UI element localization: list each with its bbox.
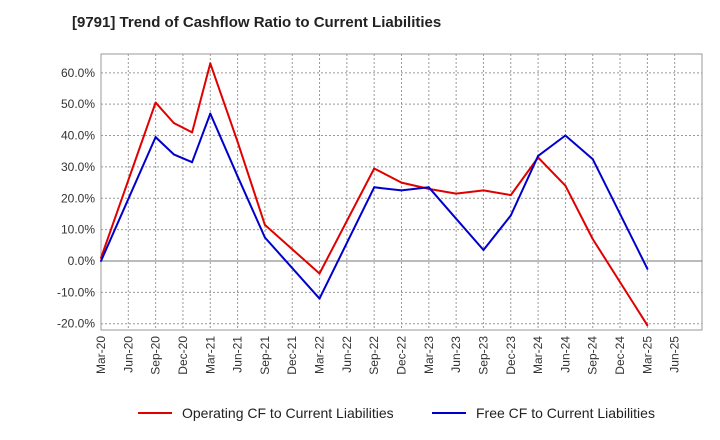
x-tick-label: Mar-25 xyxy=(640,336,654,374)
data-point xyxy=(318,297,321,300)
legend-swatch-operating xyxy=(138,412,172,414)
data-point xyxy=(154,101,157,104)
y-tick-label: 50.0% xyxy=(61,97,95,111)
x-tick-label: Jun-21 xyxy=(231,336,245,373)
data-point xyxy=(646,267,649,270)
data-point xyxy=(191,161,194,164)
data-point xyxy=(482,189,485,192)
series-line-operating xyxy=(100,62,649,326)
data-point xyxy=(400,181,403,184)
data-point xyxy=(236,140,239,143)
x-tick-label: Jun-20 xyxy=(121,336,135,373)
legend-item-operating: Operating CF to Current Liabilities xyxy=(138,405,394,421)
legend: Operating CF to Current Liabilities Free… xyxy=(0,405,720,425)
x-tick-label: Sep-23 xyxy=(476,336,490,375)
x-tick-label: Mar-22 xyxy=(313,336,327,374)
x-tick-label: Mar-23 xyxy=(422,336,436,374)
data-point xyxy=(591,158,594,161)
data-point xyxy=(564,184,567,187)
data-point xyxy=(564,134,567,137)
data-point xyxy=(373,186,376,189)
data-point xyxy=(455,217,458,220)
data-point xyxy=(427,186,430,189)
y-tick-label: 0.0% xyxy=(68,254,96,268)
data-point xyxy=(482,249,485,252)
data-point xyxy=(318,272,321,275)
data-point xyxy=(154,136,157,139)
x-tick-label: Jun-25 xyxy=(668,336,682,373)
y-tick-label: -20.0% xyxy=(57,317,95,331)
data-point xyxy=(537,154,540,157)
data-point xyxy=(263,236,266,239)
data-point xyxy=(591,238,594,241)
legend-label-free: Free CF to Current Liabilities xyxy=(476,405,655,421)
data-point xyxy=(509,194,512,197)
x-tick-label: Sep-21 xyxy=(258,336,272,375)
chart-title: [9791] Trend of Cashflow Ratio to Curren… xyxy=(72,14,442,31)
x-tick-label: Dec-24 xyxy=(613,336,627,375)
x-tick-label: Sep-22 xyxy=(367,336,381,375)
y-tick-label: 30.0% xyxy=(61,160,95,174)
series-line-free xyxy=(100,112,649,300)
y-tick-label: 60.0% xyxy=(61,66,95,80)
data-point xyxy=(209,62,212,65)
y-tick-label: 10.0% xyxy=(61,223,95,237)
x-tick-label: Dec-22 xyxy=(395,336,409,375)
data-point xyxy=(373,167,376,170)
data-point xyxy=(209,112,212,115)
x-tick-label: Dec-20 xyxy=(176,336,190,375)
x-tick-label: Mar-24 xyxy=(531,336,545,374)
legend-swatch-free xyxy=(432,412,466,414)
x-tick-label: Jun-23 xyxy=(449,336,463,373)
x-axis-ticks: Mar-20 Jun-20 Sep-20 Dec-20 Mar-21 Jun-21 Sep-… xyxy=(94,336,682,375)
series-lines xyxy=(100,62,649,327)
x-tick-label: Sep-20 xyxy=(149,336,163,375)
gridlines xyxy=(101,54,702,330)
data-point xyxy=(100,260,102,262)
data-point xyxy=(455,192,458,195)
y-tick-label: 20.0% xyxy=(61,191,95,205)
x-tick-label: Sep-24 xyxy=(586,336,600,375)
data-point xyxy=(172,122,175,124)
data-point xyxy=(236,175,239,178)
legend-label-operating: Operating CF to Current Liabilities xyxy=(182,405,394,421)
x-tick-label: Jun-22 xyxy=(340,336,354,373)
data-point xyxy=(509,214,512,217)
y-tick-label: -10.0% xyxy=(57,285,95,299)
data-point xyxy=(191,131,194,134)
y-axis-ticks: 60.0% 50.0% 40.0% 30.0% 20.0% 10.0% 0.0% -10.0%… xyxy=(57,66,95,331)
data-point xyxy=(646,324,649,327)
data-point xyxy=(172,153,175,156)
x-tick-label: Dec-21 xyxy=(285,336,299,375)
data-point xyxy=(263,223,266,226)
legend-item-free: Free CF to Current Liabilities xyxy=(432,405,655,421)
x-tick-label: Mar-20 xyxy=(94,336,108,374)
data-point xyxy=(400,189,403,192)
x-tick-label: Mar-21 xyxy=(203,336,217,374)
x-tick-label: Dec-23 xyxy=(504,336,518,375)
x-tick-label: Jun-24 xyxy=(558,336,572,373)
y-tick-label: 40.0% xyxy=(61,129,95,143)
